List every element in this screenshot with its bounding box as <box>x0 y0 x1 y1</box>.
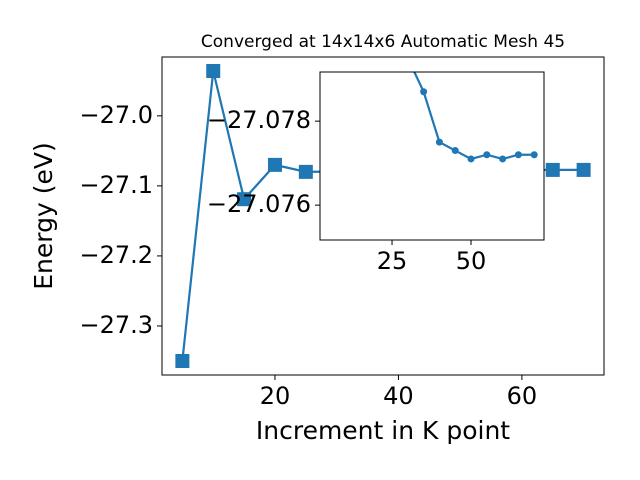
point-marker <box>420 88 428 96</box>
point-marker <box>530 151 538 159</box>
chart-title: Converged at 14x14x6 Automatic Mesh 45 <box>201 32 565 52</box>
y-tick-label: −27.0 <box>79 101 153 129</box>
y-axis-label: Energy (eV) <box>29 142 58 289</box>
inset-chart: 25 50 −27.078 −27.076 <box>207 71 545 275</box>
point-marker <box>576 162 591 177</box>
y-tick-label: −27.078 <box>207 106 311 134</box>
point-marker <box>499 155 507 163</box>
y-tick-label: −27.3 <box>79 311 153 339</box>
plot-area <box>320 72 544 240</box>
x-axis-label: Increment in K point <box>256 416 510 445</box>
axes-frame <box>319 71 545 241</box>
y-tick-label: −27.1 <box>79 171 153 199</box>
point-marker <box>175 353 190 368</box>
x-tick-label: 25 <box>377 247 408 275</box>
point-marker <box>545 162 560 177</box>
x-tick-label: 60 <box>507 382 538 410</box>
point-marker <box>451 147 459 155</box>
x-tick-label: 50 <box>456 247 487 275</box>
point-marker <box>206 64 221 79</box>
axes-frame <box>161 56 605 376</box>
y-tick-label: −27.2 <box>79 241 153 269</box>
x-tick-label: 40 <box>383 382 414 410</box>
point-marker <box>514 151 522 159</box>
point-marker <box>435 138 443 146</box>
point-marker <box>483 151 491 159</box>
point-marker <box>467 155 475 163</box>
y-tick-label: −27.076 <box>207 190 311 218</box>
plot <box>413 72 538 163</box>
point-marker <box>267 157 282 172</box>
point-marker <box>298 164 313 179</box>
x-tick-label: 20 <box>260 382 291 410</box>
point-marker <box>237 192 252 207</box>
